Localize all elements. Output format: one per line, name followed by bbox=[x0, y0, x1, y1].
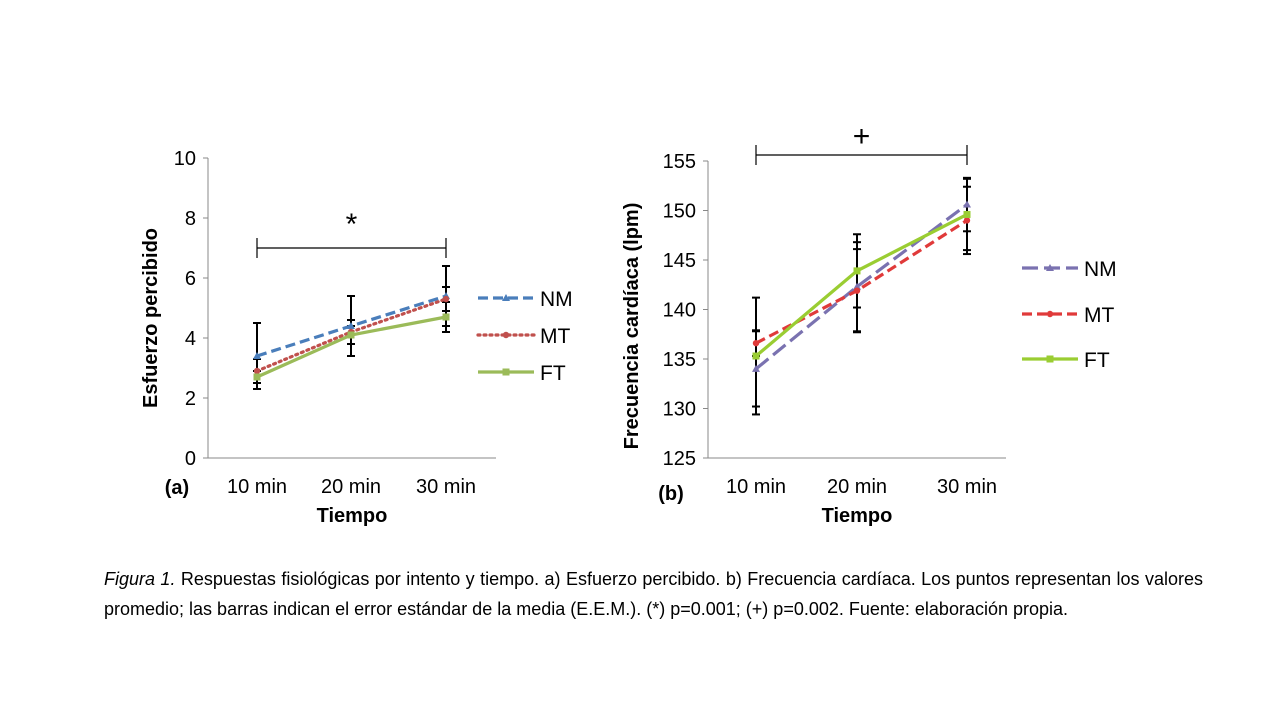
data-point bbox=[253, 367, 261, 375]
figure-caption: Figura 1. Respuestas fisiológicas por in… bbox=[104, 564, 1203, 624]
legend-swatch-marker bbox=[1046, 310, 1054, 318]
data-point bbox=[853, 282, 861, 290]
y-axis-title: Frecuencia cardíaca (lpm) bbox=[621, 203, 643, 450]
panel-label: (b) bbox=[658, 483, 684, 505]
legend-label: FT bbox=[540, 362, 566, 385]
series-ft bbox=[253, 313, 450, 381]
x-tick-label: 30 min bbox=[416, 476, 476, 498]
figure-charts: 0 2 4 6 8 10 10 min 20 min 30 min Tiempo Esfuerzo … bbox=[140, 120, 1117, 527]
y-tick-label: 140 bbox=[663, 300, 696, 322]
y-tick-label: 135 bbox=[663, 349, 696, 371]
legend-swatch-marker bbox=[502, 294, 510, 301]
legend-label: MT bbox=[540, 325, 570, 348]
y-tick-label: 150 bbox=[663, 201, 696, 223]
caption-text: Respuestas fisiológicas por intento y ti… bbox=[104, 569, 1203, 619]
data-point bbox=[253, 373, 261, 381]
y-axis-title: Esfuerzo percibido bbox=[140, 228, 162, 408]
significance-label: * bbox=[346, 208, 358, 241]
data-point bbox=[963, 210, 971, 218]
significance-label: + bbox=[853, 120, 871, 153]
y-tick-label: 6 bbox=[185, 268, 196, 290]
y-tick-label: 8 bbox=[185, 208, 196, 230]
legend-swatch-marker bbox=[502, 331, 510, 339]
y-tick-label: 130 bbox=[663, 399, 696, 421]
y-tick-label: 2 bbox=[185, 388, 196, 410]
data-point bbox=[347, 331, 355, 339]
legend-label: NM bbox=[540, 288, 573, 311]
legend-swatch-marker bbox=[502, 368, 510, 376]
data-point bbox=[752, 339, 760, 347]
data-point bbox=[752, 352, 760, 360]
x-tick-label: 10 min bbox=[726, 476, 786, 498]
data-point bbox=[752, 364, 760, 372]
y-tick-label: 10 bbox=[174, 148, 196, 170]
legend-entry-ft: FT bbox=[478, 362, 566, 385]
x-tick-label: 30 min bbox=[937, 476, 997, 498]
data-point bbox=[963, 217, 971, 224]
legend-entry-nm: NM bbox=[1022, 258, 1117, 281]
legend-swatch-marker bbox=[1046, 264, 1054, 271]
x-axis-title: Tiempo bbox=[822, 505, 893, 527]
data-point bbox=[963, 200, 971, 208]
y-tick-label: 145 bbox=[663, 250, 696, 272]
chart-1: 125 130 135 140 145 150 155 10 min 20 min 30 min T… bbox=[621, 120, 1117, 527]
panel-label: (a) bbox=[165, 477, 189, 499]
data-point bbox=[442, 313, 450, 321]
data-point bbox=[347, 322, 355, 329]
data-point bbox=[253, 352, 261, 359]
series-ft bbox=[752, 210, 971, 360]
chart-0: 0 2 4 6 8 10 10 min 20 min 30 min Tiempo Esfuerzo … bbox=[140, 148, 573, 527]
legend-entry-ft: FT bbox=[1022, 349, 1110, 372]
y-tick-label: 125 bbox=[663, 448, 696, 470]
legend-label: FT bbox=[1084, 349, 1110, 372]
y-tick-label: 0 bbox=[185, 448, 196, 470]
series-nm bbox=[253, 292, 450, 359]
data-point bbox=[853, 287, 861, 294]
x-tick-label: 20 min bbox=[321, 476, 381, 498]
legend-entry-mt: MT bbox=[476, 325, 570, 348]
x-tick-label: 10 min bbox=[227, 476, 287, 498]
legend-entry-nm: NM bbox=[478, 288, 573, 311]
y-tick-label: 4 bbox=[185, 328, 196, 350]
caption-prefix: Figura 1. bbox=[104, 569, 176, 589]
legend-label: MT bbox=[1084, 304, 1114, 327]
legend-swatch-marker bbox=[1046, 355, 1054, 363]
legend-label: NM bbox=[1084, 258, 1117, 281]
x-tick-label: 20 min bbox=[827, 476, 887, 498]
data-point bbox=[853, 267, 861, 275]
legend-entry-mt: MT bbox=[1022, 304, 1114, 327]
y-tick-label: 155 bbox=[663, 151, 696, 173]
data-point bbox=[442, 295, 450, 303]
x-axis-title: Tiempo bbox=[317, 505, 388, 527]
